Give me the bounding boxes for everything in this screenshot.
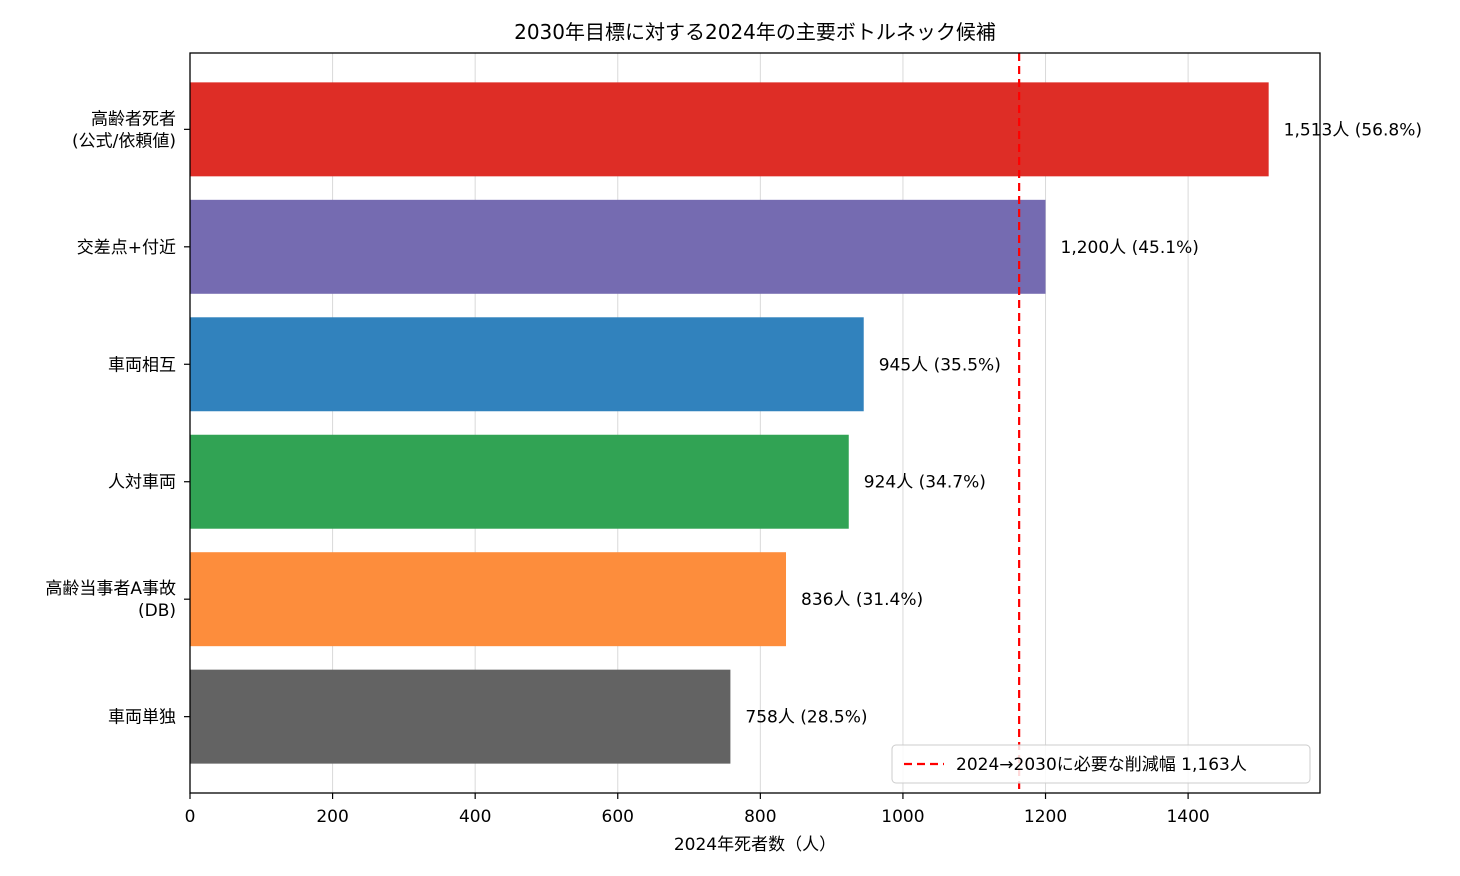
plot-frame: [189, 52, 1321, 794]
x-tick-label: 1400: [1166, 807, 1209, 827]
x-tick-label: 1200: [1024, 807, 1067, 827]
legend-box: [891, 744, 1311, 784]
x-tick-label: 600: [602, 807, 634, 827]
chart-title: 2030年目標に対する2024年の主要ボトルネック候補: [514, 20, 996, 44]
data-label: 836人 (31.4%): [801, 590, 923, 610]
bar: [190, 317, 864, 412]
x-tick-label: 400: [459, 807, 491, 827]
x-tick-label: 200: [316, 807, 348, 827]
legend: 2024→2030に必要な削減幅 1,163人: [891, 744, 1311, 784]
category-label: 車両相互: [108, 355, 176, 375]
x-tick-label: 800: [744, 807, 776, 827]
data-label: 924人 (34.7%): [864, 473, 986, 493]
bar: [190, 552, 787, 647]
category-label: (DB): [138, 601, 176, 621]
category-label: 高齢者死者: [91, 109, 176, 129]
data-label: 945人 (35.5%): [879, 355, 1001, 375]
x-tick-label: 1000: [881, 807, 924, 827]
x-tick-label: 0: [185, 807, 196, 827]
data-label: 1,513人 (56.8%): [1284, 120, 1422, 140]
x-axis-label: 2024年死者数（人）: [674, 835, 836, 855]
category-label: 高齢当事者A事故: [45, 579, 176, 599]
bar: [190, 199, 1046, 294]
data-label: 758人 (28.5%): [745, 708, 867, 728]
category-label: 車両単独: [108, 708, 176, 728]
data-label: 1,200人 (45.1%): [1061, 238, 1199, 258]
bar: [190, 82, 1269, 177]
x-ticks: 0 200 400 600 800 1000 1200 1400: [185, 793, 1210, 827]
category-label: 人対車両: [108, 473, 176, 493]
bars: [190, 82, 1269, 764]
bar: [190, 434, 849, 529]
legend-label: 2024→2030に必要な削減幅 1,163人: [956, 755, 1247, 775]
category-label: 交差点+付近: [77, 238, 176, 258]
category-label: (公式/依頼値): [72, 131, 176, 151]
bar: [190, 669, 731, 764]
data-labels: 1,513人 (56.8%) 1,200人 (45.1%) 945人 (35.5%)…: [745, 120, 1422, 727]
